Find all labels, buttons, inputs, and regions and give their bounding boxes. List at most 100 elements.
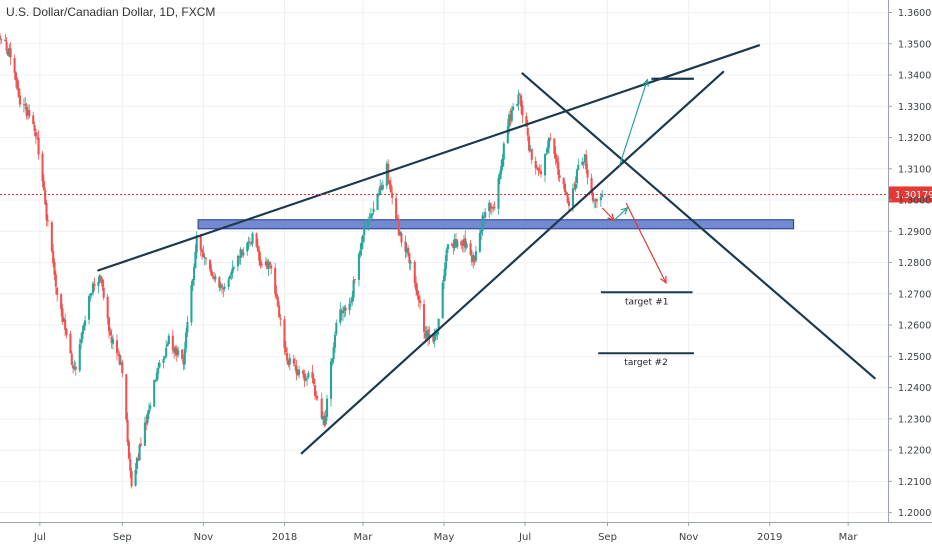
candle-body [219,285,222,288]
candle-body [500,166,503,175]
candle-body [127,441,130,459]
candle-body [54,274,57,287]
candle-body [276,296,279,307]
candle-body [395,198,398,219]
y-tick-label: 1.33000 [898,102,932,113]
y-tick-label: 1.27000 [898,289,932,300]
candle-body [557,162,560,175]
candle-body [509,114,512,120]
candle-body [17,88,20,97]
candle-body [121,361,124,374]
candle-body [28,109,31,117]
drawings[interactable]: target #1 target #2 [97,44,876,455]
support-zone[interactable] [197,219,795,230]
candle-body [202,252,205,258]
candle-body [171,335,174,351]
candle-body [146,413,149,424]
candle-body [553,138,556,154]
candle-body [525,116,528,127]
candle-body [118,354,121,365]
candle-body [462,239,465,247]
candle-body [88,296,91,320]
candle-body [419,300,422,303]
candle-body [425,331,428,338]
candle-body [211,275,214,277]
candle-body [302,370,305,375]
candle-body [44,189,47,205]
candle-body [537,167,540,171]
candle-body [220,284,224,288]
candle-body [191,279,194,286]
y-tick-label: 1.30000 [898,196,932,207]
upper-channel-line[interactable] [97,44,761,272]
candle-body [510,110,513,121]
candle-body [492,207,495,209]
x-tick-label: Jul [33,532,46,543]
candle-body [381,184,384,190]
current-price-badge [889,186,932,203]
candle-body [543,154,547,176]
candle-body [586,169,589,178]
candle-body [26,110,29,116]
candle-body [307,373,310,378]
candle-body [391,192,394,198]
candle-body [6,50,10,56]
x-tick-label: Mar [353,532,373,543]
candle-body [371,213,374,216]
descending-trend-line[interactable] [521,72,876,380]
candle-body [42,180,45,190]
support-zone-rect[interactable] [197,219,795,230]
candle-body [274,267,277,294]
candle-body [110,336,113,344]
candle-body [409,262,412,264]
candle-body [61,308,64,322]
candle-body [369,214,372,219]
x-tick-label: Nov [194,532,214,543]
candle-body [258,250,261,261]
candle-body [287,359,290,365]
candle-body [442,275,446,282]
candle-body [89,293,92,296]
candle-body [367,220,370,227]
candle-body [25,106,28,116]
candle-body [377,193,380,196]
candle-body [547,137,551,148]
candle-body [465,243,468,248]
candle-body [490,206,493,209]
candle-body [81,331,84,340]
arrow-down[interactable] [625,202,667,284]
candle-body [106,296,109,318]
candle-body [566,195,569,203]
candle-body [8,47,11,57]
arrow-up[interactable] [613,207,628,221]
candle-body [341,311,345,314]
y-tick-label: 1.25000 [898,352,932,363]
arrow-up[interactable] [618,79,648,166]
candle-body [585,155,588,170]
x-tick-label: Mar [839,532,859,543]
candle-body [298,369,301,375]
candle-body [129,459,132,471]
current-price-label: 1.30179 [895,190,932,201]
y-tick-label: 1.28000 [898,258,932,269]
candle-body [489,203,492,209]
candle-body [538,170,541,172]
candle-body [278,305,281,318]
arrow-down[interactable] [601,207,615,221]
candle-body [295,365,298,374]
candle-body [512,106,515,111]
candle-body [417,295,420,301]
candle-body [385,163,388,186]
candle-body [135,457,138,470]
candle-body [256,245,259,252]
candle-body [415,282,418,291]
candle-body [50,222,53,252]
candle-body [230,272,233,276]
candle-body [270,265,273,269]
candle-body [380,185,383,190]
lower-channel-line[interactable] [300,70,725,455]
candle-body [182,359,185,365]
candle-body [595,199,598,202]
